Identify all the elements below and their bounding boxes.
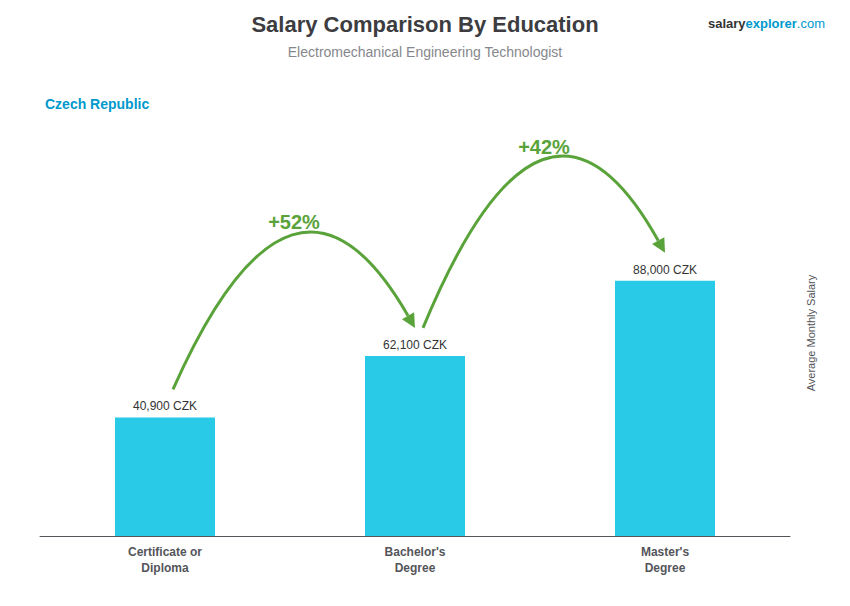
svg-text:Czech Republic: Czech Republic [45,96,149,112]
svg-text:.com: .com [797,16,825,31]
svg-text:Diploma: Diploma [141,561,189,575]
svg-text:Average Monthly Salary: Average Monthly Salary [805,274,817,391]
svg-text:+52%: +52% [268,211,320,233]
svg-text:40,900 CZK: 40,900 CZK [133,399,197,413]
svg-text:62,100 CZK: 62,100 CZK [383,338,447,352]
svg-text:explorer: explorer [746,16,797,31]
svg-text:Electromechanical Engineering: Electromechanical Engineering Technologi… [288,44,563,60]
svg-text:salary: salary [708,16,746,31]
svg-text:88,000 CZK: 88,000 CZK [633,263,697,277]
svg-text:Bachelor's: Bachelor's [385,545,446,559]
svg-text:Master's: Master's [641,545,690,559]
svg-text:Degree: Degree [645,561,686,575]
svg-text:Certificate or: Certificate or [128,545,202,559]
svg-text:Degree: Degree [395,561,436,575]
svg-text:Salary Comparison By Education: Salary Comparison By Education [251,12,598,37]
svg-text:+42%: +42% [518,136,570,158]
